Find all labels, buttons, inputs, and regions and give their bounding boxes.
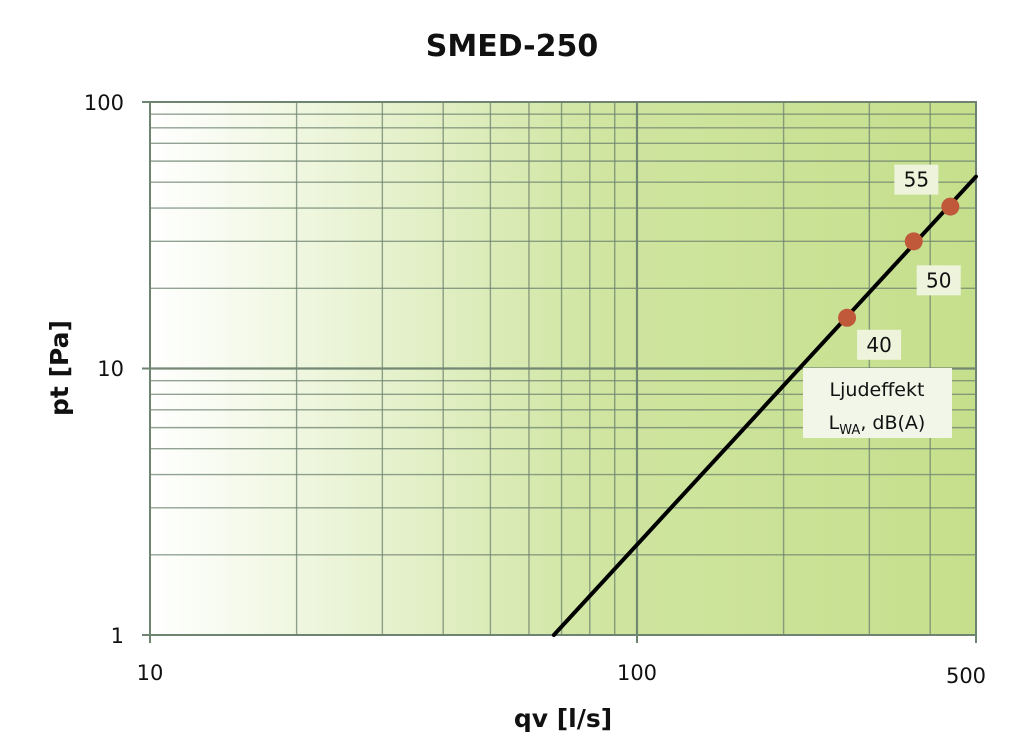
legend-annotation-sub: WA	[839, 423, 860, 438]
data-point	[941, 197, 960, 216]
legend-annotation-line2: LWA, dB(A)	[829, 412, 926, 438]
legend-annotation-l: L	[829, 412, 840, 434]
points: 40 50 55	[838, 164, 961, 360]
x-tick-label-2: 500	[946, 664, 986, 688]
data-point	[838, 308, 857, 327]
y-tick-label-2: 1	[111, 624, 124, 648]
x-axis-label: qv [l/s]	[514, 704, 612, 733]
legend-annotation: Ljudeffekt LWA, dB(A)	[803, 368, 952, 438]
x-tick-label-0: 10	[137, 661, 164, 685]
data-point	[904, 232, 923, 251]
chart-title: SMED-250	[426, 29, 599, 64]
data-point-label: 55	[904, 168, 929, 192]
y-axis-label: pt [Pa]	[45, 320, 74, 416]
data-point-label-bg	[894, 164, 939, 195]
data-point-label: 40	[866, 333, 891, 357]
data-point-label-bg	[916, 265, 961, 296]
tick-marks	[142, 101, 977, 643]
x-tick-label-1: 100	[617, 661, 657, 685]
y-tick-label-0: 100	[84, 91, 124, 115]
y-tick-label-1: 10	[97, 357, 124, 381]
legend-annotation-rest: , dB(A)	[860, 412, 925, 434]
data-point-label: 50	[926, 268, 951, 292]
legend-annotation-line1: Ljudeffekt	[830, 379, 925, 401]
data-point-label-bg	[857, 329, 902, 360]
series-line	[551, 174, 978, 637]
legend-annotation-bg	[803, 368, 952, 438]
